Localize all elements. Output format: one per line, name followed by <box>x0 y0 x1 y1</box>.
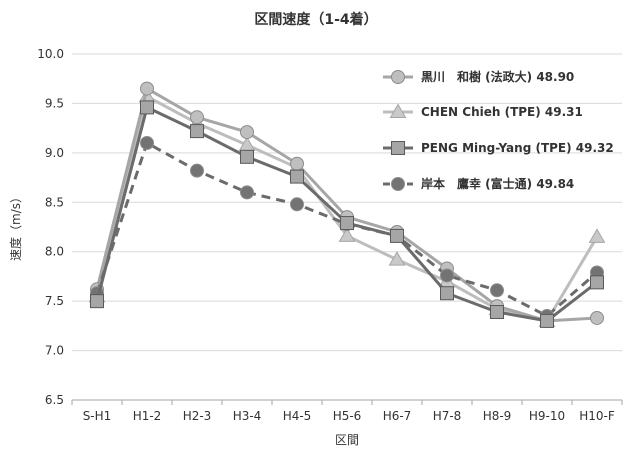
series-3-point <box>490 305 504 320</box>
series-4-point <box>490 283 504 298</box>
series-4-point <box>190 163 204 178</box>
axes: 6.5 7.0 7.5 8.0 8.5 9.0 9.5 10.0 S-H1 H1-2 H2-3 H3-… <box>37 47 623 423</box>
series-3-point <box>590 275 604 290</box>
series-3 <box>90 100 604 328</box>
x-tick-label: S-H1 <box>83 409 112 423</box>
y-tick-label: 10.0 <box>37 47 64 61</box>
y-tick-label: 9.0 <box>45 146 64 160</box>
series-2-point <box>388 251 406 266</box>
legend-marker-2 <box>389 103 407 118</box>
series-1-point <box>290 156 304 171</box>
y-axis-title: 速度（m/s） <box>8 191 23 261</box>
x-tick-label: H10-F <box>579 409 615 423</box>
series-group <box>88 81 606 328</box>
series-3-point <box>190 124 204 139</box>
x-tick-label: H8-9 <box>483 409 512 423</box>
x-tick-label: H7-8 <box>433 409 462 423</box>
legend-label-2: CHEN Chieh (TPE) 49.31 <box>421 105 583 119</box>
y-tick-label: 9.5 <box>45 96 64 110</box>
legend-marker-4 <box>391 177 405 191</box>
series-3-point <box>290 169 304 184</box>
gridlines <box>72 53 622 401</box>
series-1-point <box>240 125 254 140</box>
y-tick-label: 8.0 <box>45 245 64 259</box>
series-3-point <box>340 216 354 231</box>
chart-title: 区間速度（1-4着） <box>254 11 377 28</box>
x-tick-label: H5-6 <box>333 409 362 423</box>
series-1-line <box>95 87 598 323</box>
x-tick-label: H4-5 <box>283 409 312 423</box>
x-tick-label: H1-2 <box>133 409 162 423</box>
series-3-point <box>540 313 554 328</box>
series-1-point <box>590 310 604 325</box>
x-tick-label: H6-7 <box>383 409 412 423</box>
legend: 黒川 和樹 (法政大) 48.90 CHEN Chieh (TPE) 49.31 P… <box>383 69 614 191</box>
legend-marker-3 <box>391 141 405 155</box>
series-2-line <box>95 95 599 323</box>
y-tick-label: 6.5 <box>45 393 64 407</box>
x-tick-label: H2-3 <box>183 409 212 423</box>
series-3-point <box>90 294 104 309</box>
series-2 <box>88 88 606 327</box>
series-2-point <box>338 227 356 242</box>
legend-label-3: PENG Ming-Yang (TPE) 49.32 <box>421 141 614 155</box>
y-tick-label: 7.5 <box>45 294 64 308</box>
legend-label-4: 岸本 鷹幸 (富士通) 49.84 <box>421 176 574 191</box>
series-2-point <box>588 228 606 243</box>
x-tick-label: H9-10 <box>529 409 565 423</box>
y-tick-label: 8.5 <box>45 195 64 209</box>
series-4-point <box>140 135 154 150</box>
series-3-point <box>440 286 454 301</box>
legend-marker-1 <box>391 70 405 84</box>
series-3-point <box>240 149 254 164</box>
series-1-point <box>190 110 204 125</box>
legend-label-1: 黒川 和樹 (法政大) 48.90 <box>421 69 574 84</box>
series-3-point <box>140 100 154 115</box>
x-axis-title: 区間 <box>335 433 359 447</box>
series-4-point <box>290 197 304 212</box>
series-3-point <box>390 228 404 243</box>
y-tick-label: 7.0 <box>45 344 64 358</box>
series-4-point <box>240 185 254 200</box>
series-1-point <box>140 81 154 96</box>
series-4-point <box>440 268 454 283</box>
x-tick-label: H3-4 <box>233 409 262 423</box>
